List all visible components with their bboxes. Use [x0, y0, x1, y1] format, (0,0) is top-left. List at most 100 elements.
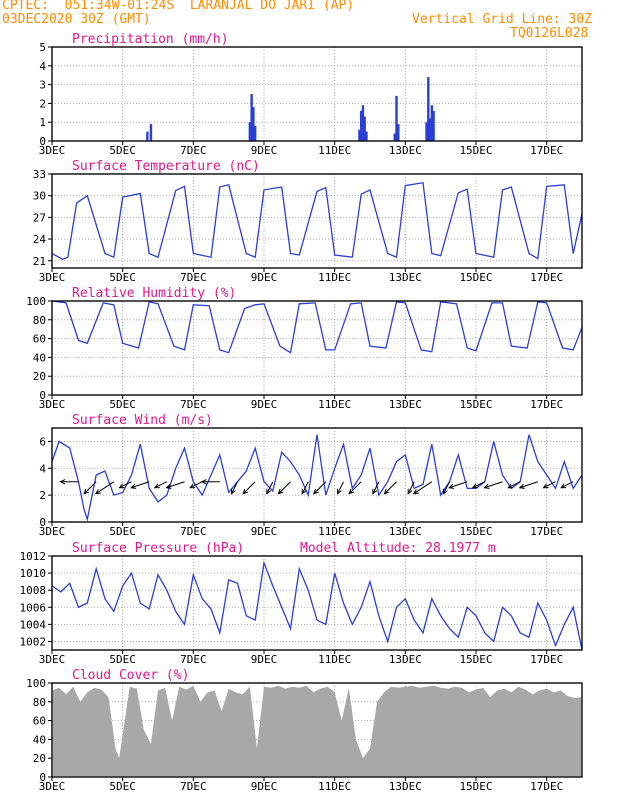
y-tick-label: 0 — [39, 516, 46, 529]
x-tick-label: 3DEC — [39, 653, 66, 666]
wind-arrow-head — [412, 489, 419, 495]
wind-arrow-head — [130, 483, 137, 489]
y-tick-label: 100 — [26, 295, 46, 308]
y-tick-label: 5 — [39, 41, 46, 54]
wind-arrow-head — [507, 483, 514, 489]
x-tick-label: 9DEC — [251, 271, 278, 284]
wind-arrow — [443, 481, 450, 494]
wind-arrow — [560, 481, 574, 489]
wind-arrow-head — [348, 488, 355, 495]
y-tick-label: 60 — [33, 715, 46, 728]
y-tick-label: 60 — [33, 333, 46, 346]
wind-arrow-head — [242, 488, 249, 495]
wind-arrow-head — [407, 488, 413, 495]
wind-arrow-head — [266, 488, 272, 495]
y-tick-label: 20 — [33, 370, 46, 383]
x-tick-label: 9DEC — [251, 525, 278, 538]
precip-bar — [361, 105, 365, 141]
wind-arrow — [413, 481, 433, 495]
wind-arrow-head — [301, 488, 307, 495]
x-tick-label: 11DEC — [318, 144, 351, 157]
x-tick-label: 17DEC — [530, 525, 563, 538]
wind-arrow — [242, 481, 256, 495]
precip-bar — [146, 131, 149, 141]
wind-arrow — [154, 481, 168, 489]
y-tick-label: 1004 — [20, 618, 47, 631]
wind-arrow-head — [118, 483, 125, 489]
x-tick-label: 15DEC — [459, 653, 492, 666]
panel-2: 21 24 27 30 33 3DEC 5DEC 7DEC 9DEC 11DEC 13DEC 15DE… — [33, 159, 583, 284]
x-tick-label: 7DEC — [180, 525, 207, 538]
wind-arrow — [278, 481, 291, 495]
x-tick-label: 17DEC — [530, 653, 563, 666]
panel-3: 0 20 40 60 80 100 3DEC 5DEC 7DEC 9DEC 11DEC 13DEC 15… — [26, 286, 583, 411]
x-tick-label: 9DEC — [251, 398, 278, 411]
x-tick-label: 5DEC — [109, 780, 136, 793]
wind-arrow — [384, 481, 397, 495]
plot-frame — [51, 46, 583, 142]
y-tick-label: 0 — [39, 771, 46, 784]
series-line — [51, 560, 583, 651]
wind-arrow — [119, 481, 132, 489]
panel-title: Relative Humidity (%) — [72, 286, 236, 301]
y-tick-label: 21 — [33, 255, 46, 268]
series-line — [51, 300, 583, 354]
wind-arrow-head — [200, 479, 207, 485]
y-tick-label: 27 — [33, 211, 46, 224]
x-tick-label: 9DEC — [251, 144, 278, 157]
x-tick-label: 3DEC — [39, 525, 66, 538]
y-tick-label: 3 — [39, 79, 46, 92]
wind-arrow — [348, 481, 362, 495]
wind-arrow-head — [277, 488, 284, 495]
x-tick-label: 5DEC — [109, 144, 136, 157]
series-line — [51, 434, 583, 522]
precip-bar — [425, 122, 428, 141]
x-tick-label: 11DEC — [318, 398, 351, 411]
station-info: CPTEC: 051:34W-01:24S LARANJAL DO JARI (… — [2, 0, 355, 13]
y-tick-label: 0 — [39, 135, 46, 148]
x-tick-label: 15DEC — [459, 780, 492, 793]
x-tick-label: 11DEC — [318, 525, 351, 538]
wind-arrow — [301, 481, 309, 494]
x-tick-label: 15DEC — [459, 271, 492, 284]
panel-title: Cloud Cover (%) — [72, 668, 189, 683]
plot-frame — [51, 300, 583, 396]
precip-bar — [397, 124, 400, 141]
y-tick-label: 100 — [26, 677, 46, 690]
wind-arrow — [484, 481, 503, 489]
wind-arrow-head — [313, 488, 319, 495]
x-tick-label: 7DEC — [180, 780, 207, 793]
wind-arrow-head — [448, 483, 455, 489]
wind-arrow-head — [83, 488, 90, 495]
wind-arrow-head — [165, 483, 172, 489]
y-tick-label: 1002 — [20, 635, 47, 648]
wind-arrow-head — [153, 483, 160, 489]
x-tick-label: 13DEC — [389, 653, 422, 666]
panel-title: Surface Wind (m/s) — [72, 413, 213, 428]
y-tick-label: 2 — [39, 489, 46, 502]
y-tick-label: 0 — [39, 389, 46, 402]
wind-arrow-head — [372, 488, 378, 495]
y-tick-label: 6 — [39, 435, 46, 448]
wind-arrow — [313, 481, 327, 495]
wind-arrow — [337, 481, 344, 494]
wind-arrow — [543, 481, 556, 489]
y-tick-label: 40 — [33, 733, 46, 746]
wind-arrow-head — [230, 488, 236, 495]
x-tick-label: 13DEC — [389, 144, 422, 157]
x-tick-label: 3DEC — [39, 398, 66, 411]
wind-arrow — [166, 481, 185, 489]
wind-arrow-head — [59, 479, 66, 485]
grid-note: Vertical Grid Line: 30Z — [412, 12, 593, 27]
y-tick-label: 2 — [39, 97, 46, 110]
wind-arrow-head — [442, 488, 448, 495]
y-tick-label: 1008 — [20, 584, 47, 597]
x-tick-label: 3DEC — [39, 271, 66, 284]
plot-frame-outline — [51, 555, 583, 651]
x-tick-label: 13DEC — [389, 780, 422, 793]
x-tick-label: 7DEC — [180, 653, 207, 666]
y-tick-label: 1010 — [20, 567, 47, 580]
run-time: 03DEC2020 30Z (GMT) — [2, 12, 151, 27]
series-line — [51, 181, 583, 261]
